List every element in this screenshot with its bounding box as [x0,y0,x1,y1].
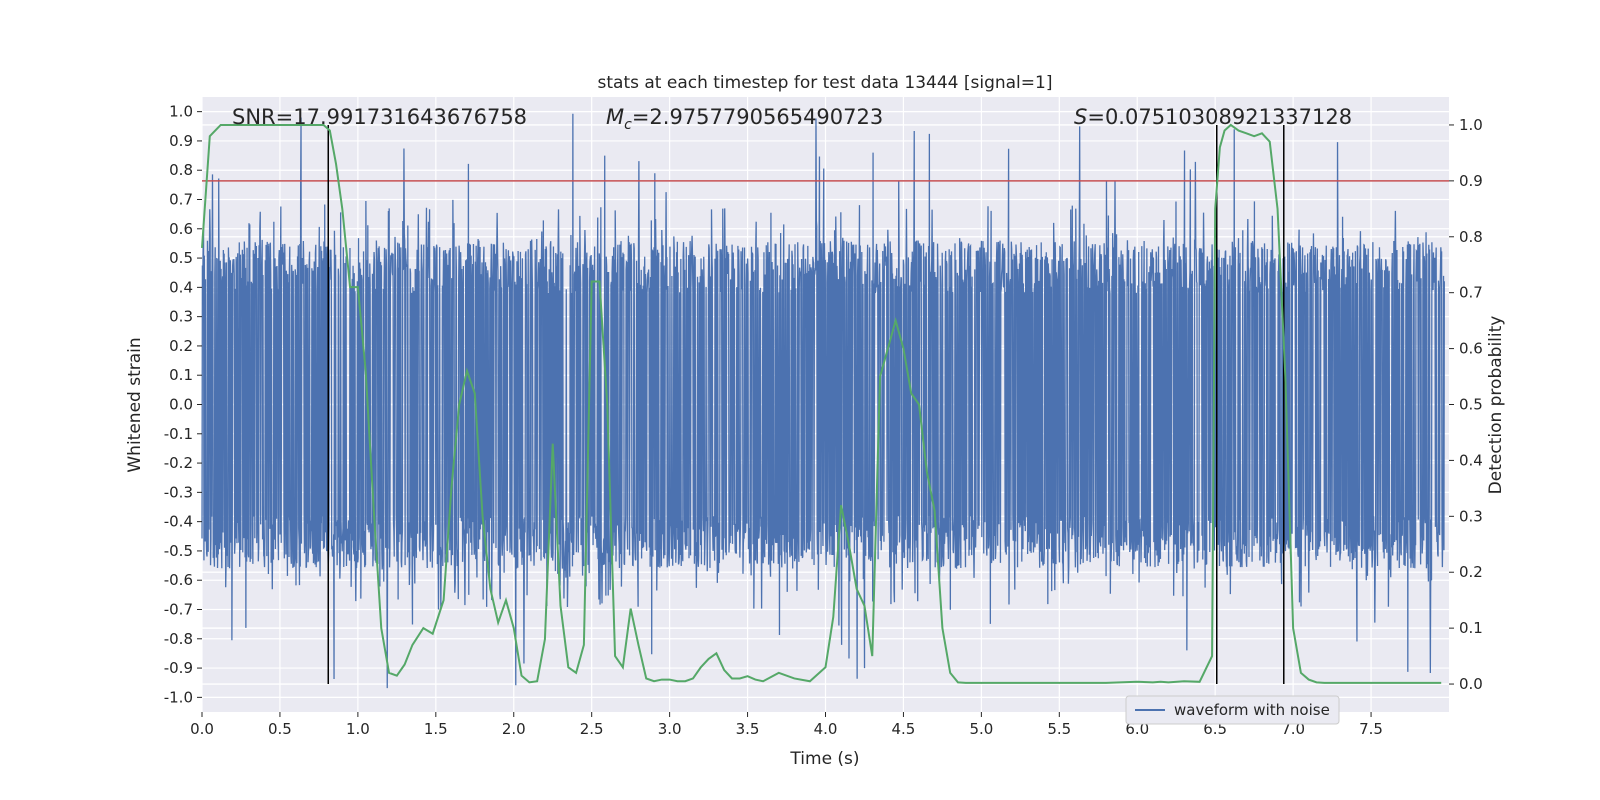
y-right-tick-label-10: 1.0 [1459,116,1483,134]
y-left-tick-label-4: -0.6 [164,571,193,589]
y-right-tick-label-8: 0.8 [1459,228,1483,246]
y-left-tick-label-10: 0.0 [169,396,193,414]
event-markers [327,124,1285,685]
x-tick-label-7: 3.5 [736,720,760,738]
y-right-tick-label-3: 0.3 [1459,507,1483,525]
left-y-axis-ticks: -1.0 -0.9 -0.8 -0.7 -0.6 -0.5 -0.4 -0.3 -0.2 -0.1… [164,103,202,706]
y-left-tick-label-14: 0.4 [169,278,193,296]
y-left-tick-label-8: -0.2 [164,454,193,472]
snr-annotation: SNR=17.991731643676758 [232,105,527,129]
x-tick-label-6: 3.0 [658,720,682,738]
y-left-tick-label-17: 0.7 [169,191,193,209]
y-left-tick-label-0: -1.0 [164,688,193,706]
x-tick-label-3: 1.5 [424,720,448,738]
y-right-tick-label-1: 0.1 [1459,619,1483,637]
y-left-tick-label-12: 0.2 [169,337,193,355]
y-left-tick-label-15: 0.5 [169,249,193,267]
y-right-tick-label-2: 0.2 [1459,563,1483,581]
y-left-tick-label-20: 1.0 [169,103,193,121]
x-tick-label-4: 2.0 [502,720,526,738]
y-right-tick-label-0: 0.0 [1459,675,1483,693]
legend-box [1125,695,1340,725]
chart-title: stats at each timestep for test data 134… [598,73,1053,93]
y-right-tick-label-7: 0.7 [1459,284,1483,302]
right-y-axis-ticks: 0.0 0.1 0.2 0.3 0.4 0.5 0.6 0.7 0.8 0.9 1.0 [1449,116,1483,693]
x-tick-label-1: 0.5 [268,720,292,738]
y-left-tick-label-5: -0.5 [164,542,193,560]
y-right-tick-label-6: 0.6 [1459,340,1483,358]
x-axis-label: Time (s) [789,749,859,769]
detection-probability-series [201,123,1442,684]
left-y-axis-label: Whitened strain [125,337,145,472]
y-left-tick-label-1: -0.9 [164,659,193,677]
right-y-axis-label: Detection probability [1486,316,1506,495]
y-left-tick-label-6: -0.4 [164,513,193,531]
y-left-tick-label-2: -0.8 [164,630,193,648]
waveform-trace [201,113,1445,689]
x-tick-label-15: 7.5 [1359,720,1383,738]
waveform-with-noise-series [201,113,1445,689]
x-tick-label-8: 4.0 [814,720,838,738]
y-right-tick-label-5: 0.5 [1459,396,1483,414]
y-left-tick-label-19: 0.9 [169,132,193,150]
x-tick-label-11: 5.5 [1047,720,1071,738]
y-left-tick-label-9: -0.1 [164,425,193,443]
x-tick-label-2: 1.0 [346,720,370,738]
legend: waveform with noise [1125,695,1340,725]
s-annotation: S=0.07510308921337128 [1074,105,1352,129]
legend-entry: waveform with noise [1174,701,1330,719]
x-tick-label-5: 2.5 [580,720,604,738]
y-left-tick-label-16: 0.6 [169,220,193,238]
y-left-tick-label-3: -0.7 [164,601,193,619]
y-right-tick-label-9: 0.9 [1459,172,1483,190]
x-tick-label-9: 4.5 [892,720,916,738]
y-left-tick-label-7: -0.3 [164,483,193,501]
chirp-mass-annotation: Mc=2.9757790565490723 [606,105,883,133]
x-tick-label-0: 0.0 [190,720,214,738]
y-left-tick-label-13: 0.3 [169,308,193,326]
y-left-tick-label-11: 0.1 [169,366,193,384]
y-left-tick-label-18: 0.8 [169,161,193,179]
y-right-tick-label-4: 0.4 [1459,451,1483,469]
x-tick-label-10: 5.0 [969,720,993,738]
